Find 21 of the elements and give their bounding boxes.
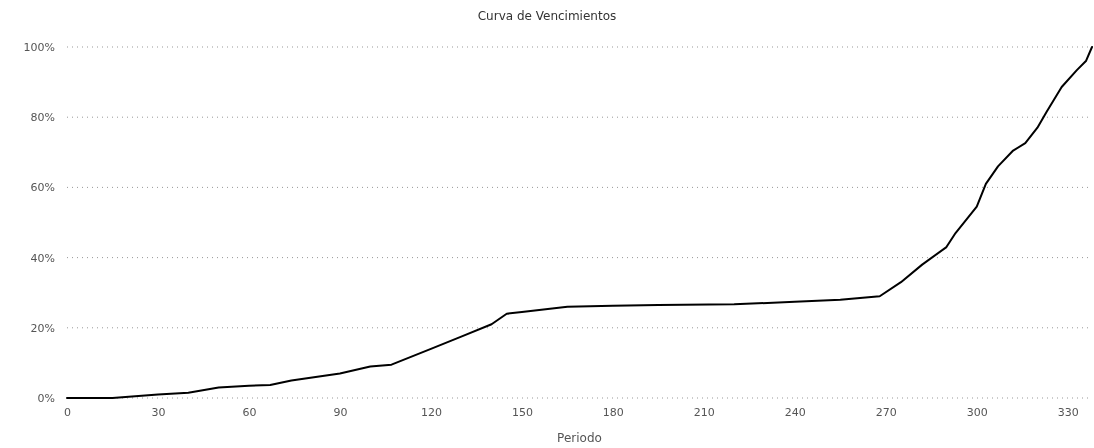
y-tick-label: 20% xyxy=(30,321,55,335)
y-tick-label: 60% xyxy=(30,181,55,195)
x-tick-label: 90 xyxy=(333,405,348,419)
y-tick-label: 0% xyxy=(37,392,55,406)
y-tick-label: 100% xyxy=(23,41,55,55)
y-tick-label: 40% xyxy=(30,251,55,265)
x-tick-label: 120 xyxy=(420,405,442,419)
x-tick-label: 300 xyxy=(966,405,988,419)
x-tick-label: 180 xyxy=(602,405,624,419)
x-tick-label: 150 xyxy=(511,405,533,419)
x-tick-label: 270 xyxy=(875,405,897,419)
chart-title: Curva de Vencimientos xyxy=(477,9,617,23)
x-tick-label: 330 xyxy=(1057,405,1079,419)
x-tick-label: 210 xyxy=(693,405,715,419)
line-series xyxy=(66,46,1093,399)
x-tick-label: 240 xyxy=(784,405,806,419)
x-axis-title: Periodo xyxy=(557,431,602,445)
x-tick-label: 0 xyxy=(64,405,71,419)
y-tick-label: 80% xyxy=(30,111,55,125)
x-tick-label: 30 xyxy=(151,405,166,419)
x-tick-label: 60 xyxy=(242,405,257,419)
